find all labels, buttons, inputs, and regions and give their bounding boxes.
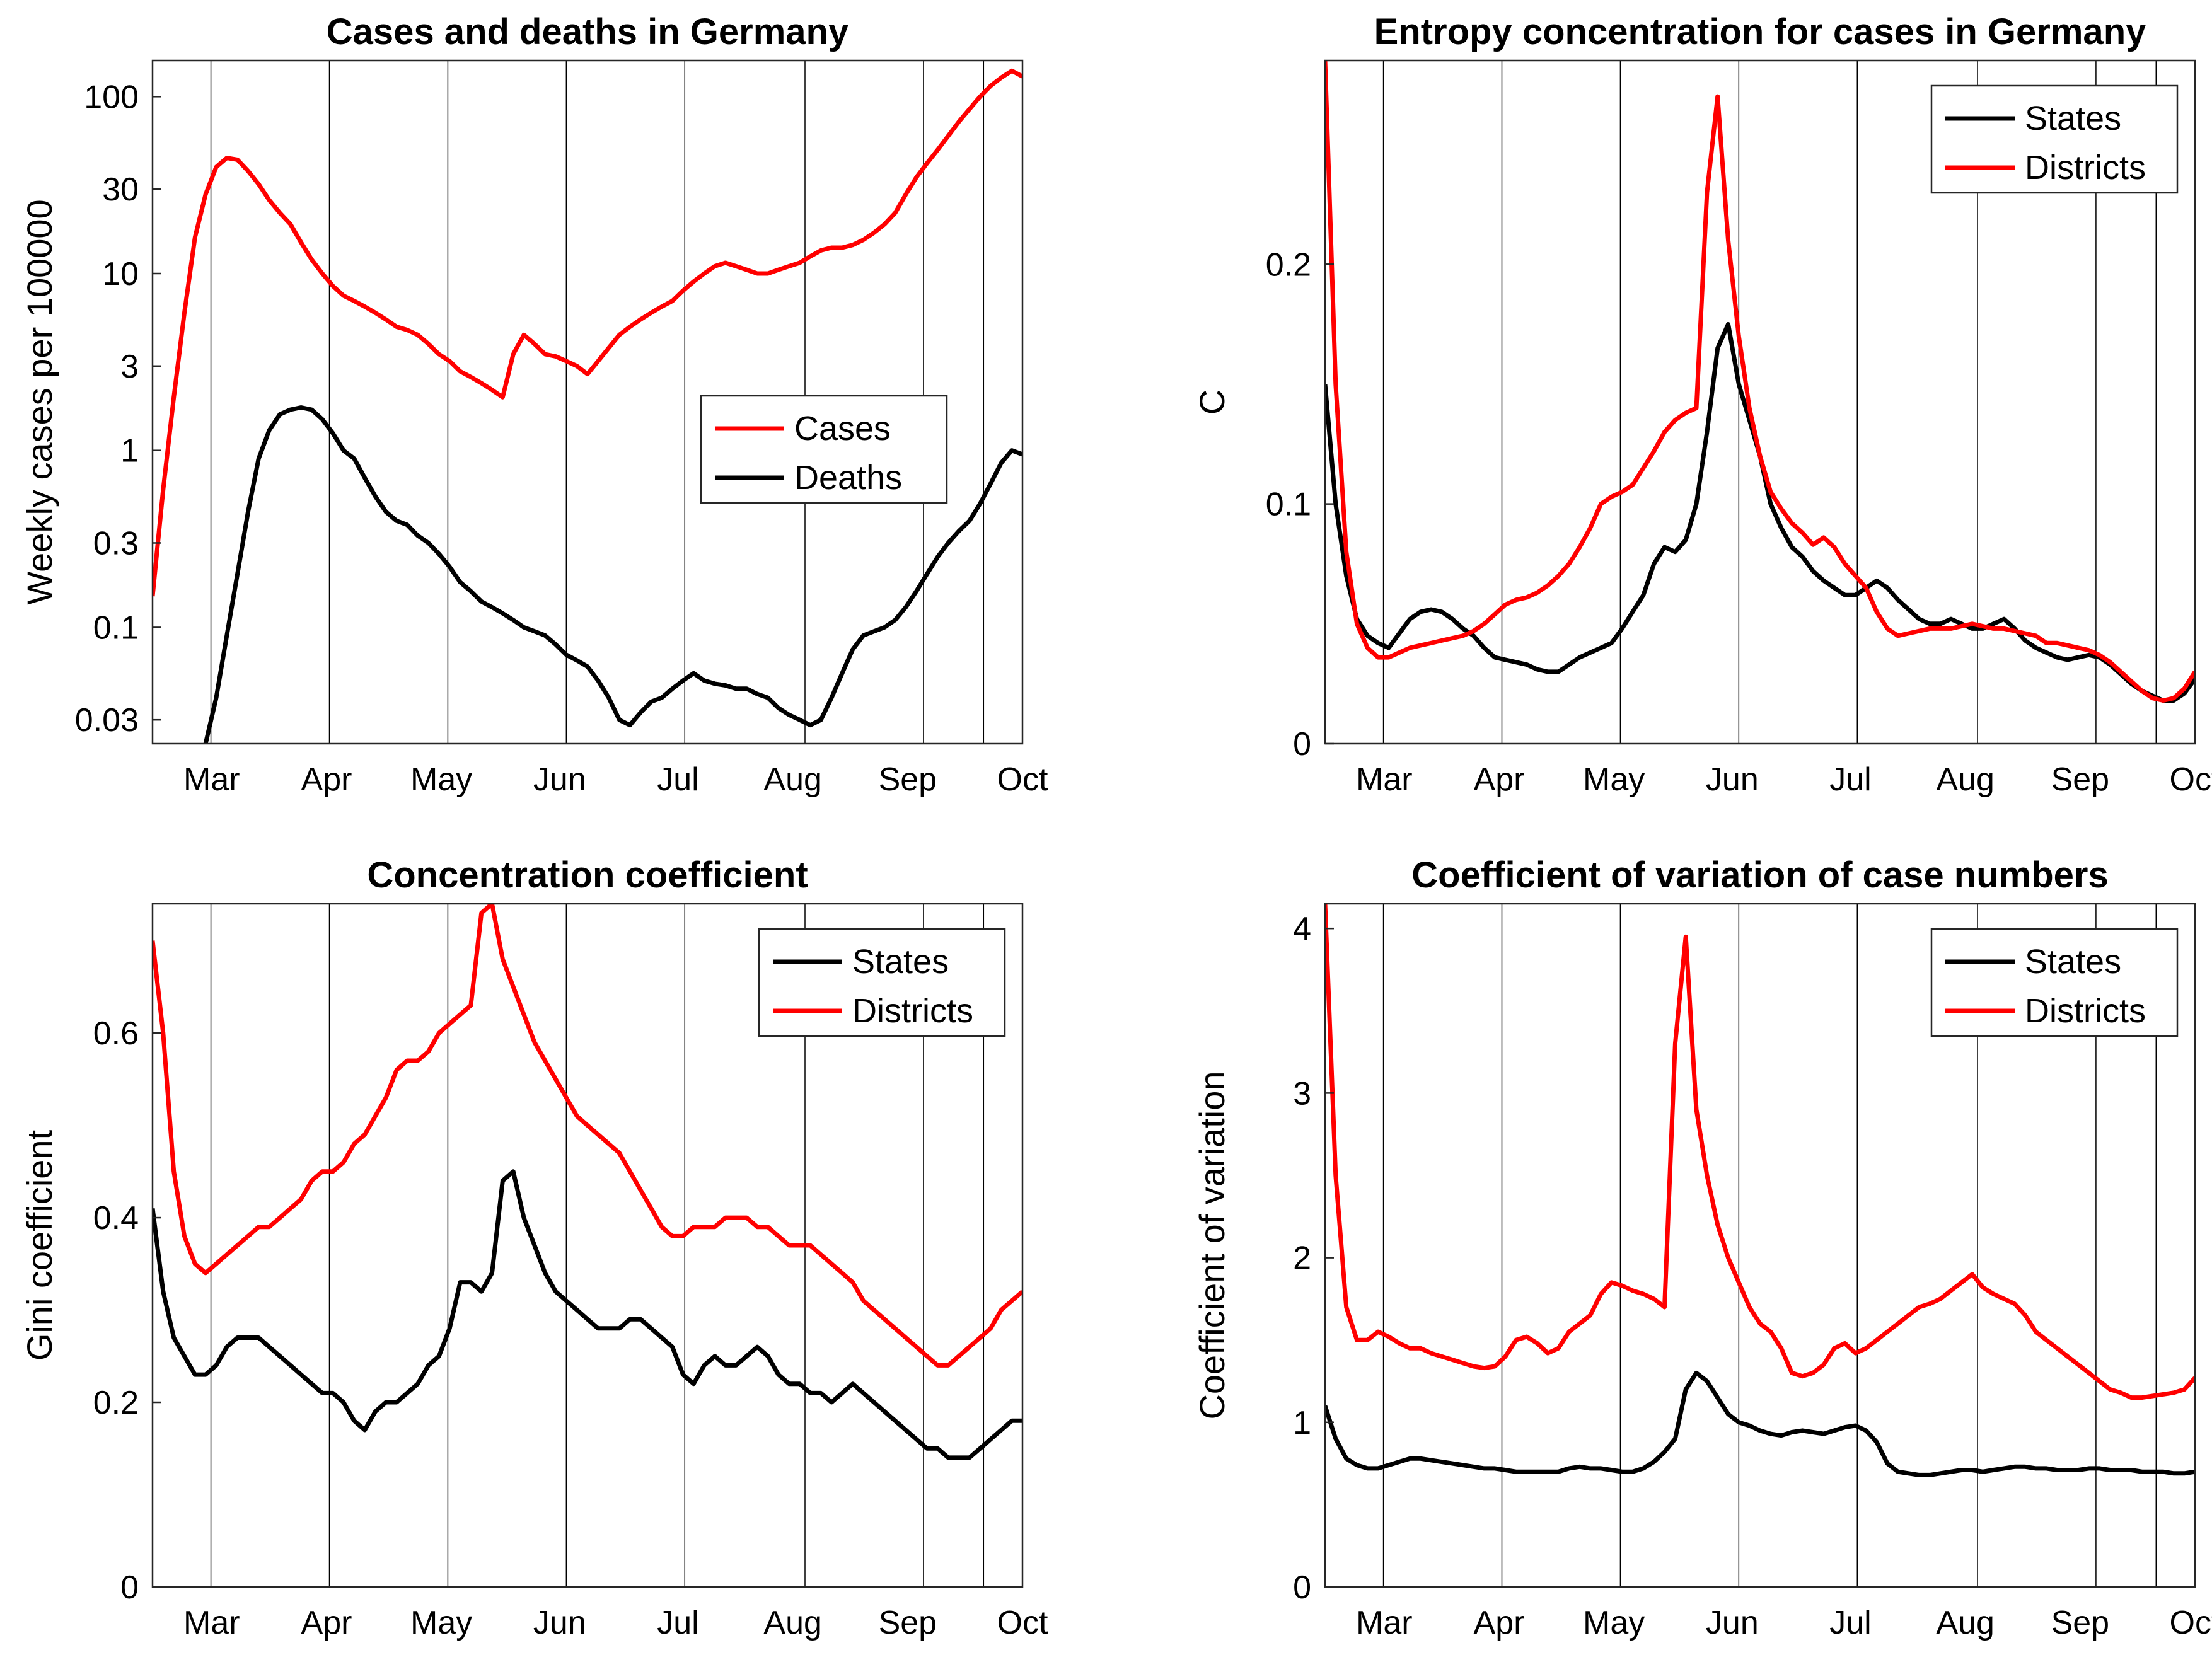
chart-panel-1: 0.03 0.1 0.3 1 3 10 30 100 Mar Apr May Jun Jul Aug Sep…: [20, 11, 1048, 798]
chart-title: Entropy concentration for cases in Germa…: [1374, 11, 2146, 52]
x-tick-label: May: [1583, 761, 1645, 798]
legend-box: [700, 395, 948, 504]
y-tick-label: 3: [1293, 1075, 1311, 1112]
legend-label: States: [852, 943, 949, 981]
series-line-cases: [153, 68, 1022, 597]
y-tick-label: 10: [102, 256, 139, 292]
chart-title: Coefficient of variation of case numbers: [1411, 855, 2108, 896]
x-tick-label: Oct: [997, 1605, 1048, 1641]
series-line-districts: [153, 904, 1022, 1368]
chart-panel-2: 0 0.1 0.2 Mar Apr May Jun Jul Aug Sep Oct Entropy c…: [1192, 11, 2212, 798]
x-tick-label: Oct: [2170, 761, 2212, 798]
legend-box: [1930, 84, 2179, 194]
y-tick-label: 0.2: [93, 1385, 139, 1421]
series-line-deaths: [203, 405, 1022, 744]
x-tick-label: Sep: [879, 1605, 937, 1641]
x-tick-label: Apr: [301, 761, 352, 798]
y-tick-label: 0.03: [75, 702, 139, 739]
y-tick-label: 1: [1293, 1405, 1311, 1441]
x-tick-label: Jun: [533, 1605, 586, 1641]
y-axis-label: Coefficient of variation: [1192, 1071, 1232, 1419]
y-tick-label: 30: [102, 171, 139, 208]
x-tick-label: Mar: [183, 1605, 240, 1641]
legend-label: Districts: [2025, 992, 2146, 1030]
plot-area: [151, 59, 1024, 745]
y-tick-label: 0.2: [1266, 246, 1311, 283]
y-tick-label: 0: [1293, 1569, 1311, 1606]
legend-label: Districts: [2025, 149, 2146, 187]
plot-area: [1324, 59, 2196, 745]
x-tick-label: Jun: [1706, 1605, 1759, 1641]
x-tick-label: Apr: [1474, 1605, 1525, 1641]
series-line-districts: [1325, 61, 2195, 703]
legend: Cases Deaths: [700, 395, 948, 504]
legend-label: Districts: [852, 992, 973, 1030]
chart-panel-3: 0 0.2 0.4 0.6 Mar Apr May Jun Jul Aug Sep Oct Concen…: [20, 855, 1048, 1641]
chart-panel-4: 0 1 2 3 4 Mar Apr May Jun Jul Aug Sep Oct Coefficient…: [1192, 855, 2212, 1641]
x-tick-label: Jul: [1829, 1605, 1871, 1641]
series-line-districts: [1325, 904, 2195, 1400]
x-tick-label: Jun: [1706, 761, 1759, 798]
x-tick-label: Aug: [763, 761, 822, 798]
series-line-states: [153, 1169, 1022, 1460]
y-axis-label: Weekly cases per 100000: [20, 199, 59, 604]
x-tick-label: Mar: [1356, 761, 1413, 798]
y-tick-label: 0.4: [93, 1200, 139, 1237]
y-tick-label: 1: [120, 433, 139, 470]
plot-area: [151, 903, 1024, 1588]
x-tick-label: Sep: [2051, 1605, 2110, 1641]
y-axis-label: C: [1192, 389, 1232, 415]
legend-label: Cases: [794, 410, 891, 447]
y-tick-label: 0.3: [93, 525, 139, 562]
y-tick-label: 100: [84, 79, 139, 115]
y-tick-label: 3: [120, 349, 139, 385]
x-tick-label: Apr: [301, 1605, 352, 1641]
x-tick-label: Jul: [1829, 761, 1871, 798]
legend: States Districts: [1930, 928, 2179, 1037]
x-tick-label: Aug: [1936, 761, 1995, 798]
x-tick-label: Sep: [879, 761, 937, 798]
legend-box: [758, 928, 1006, 1037]
y-tick-label: 0.6: [93, 1015, 139, 1052]
x-tick-label: Sep: [2051, 761, 2110, 798]
chart-title: Cases and deaths in Germany: [327, 11, 848, 52]
x-tick-label: Mar: [1356, 1605, 1413, 1641]
y-axis-label: Gini coefficient: [20, 1129, 59, 1361]
x-tick-label: Oct: [2170, 1605, 2212, 1641]
legend-label: States: [2025, 100, 2121, 137]
y-tick-label: 0.1: [93, 609, 139, 646]
x-tick-label: May: [1583, 1605, 1645, 1641]
x-tick-label: Jul: [657, 761, 698, 798]
y-tick-label: 0.1: [1266, 487, 1311, 523]
x-tick-label: May: [410, 1605, 472, 1641]
x-tick-label: Aug: [1936, 1605, 1995, 1641]
x-tick-label: May: [410, 761, 472, 798]
x-tick-label: Oct: [997, 761, 1048, 798]
series-line-states: [1325, 1370, 2195, 1477]
y-tick-label: 0: [120, 1569, 139, 1606]
x-tick-label: Apr: [1474, 761, 1525, 798]
x-tick-label: Mar: [183, 761, 240, 798]
legend-label: States: [2025, 943, 2121, 981]
y-tick-label: 4: [1293, 911, 1311, 947]
chart-title: Concentration coefficient: [367, 855, 808, 896]
plot-area: [1324, 903, 2196, 1588]
legend-label: Deaths: [794, 459, 902, 497]
legend-box: [1930, 928, 2179, 1037]
y-tick-label: 2: [1293, 1240, 1311, 1277]
legend: States Districts: [758, 928, 1006, 1037]
y-tick-label: 0: [1293, 726, 1311, 763]
x-tick-label: Aug: [763, 1605, 822, 1641]
x-tick-label: Jul: [657, 1605, 698, 1641]
legend: States Districts: [1930, 84, 2179, 194]
x-tick-label: Jun: [533, 761, 586, 798]
